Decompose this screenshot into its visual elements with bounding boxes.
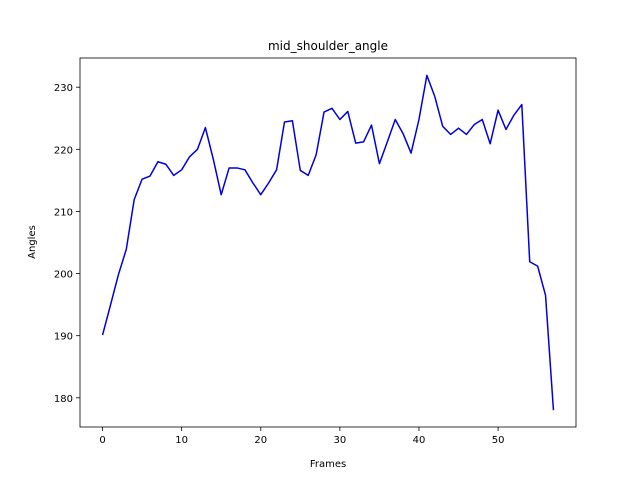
- x-tick-label: 10: [175, 435, 188, 446]
- x-tick-label: 40: [413, 435, 426, 446]
- y-tick-label: 180: [54, 394, 73, 405]
- y-tick-label: 210: [54, 207, 73, 218]
- x-axis-label: Frames: [310, 459, 346, 470]
- x-axis: 0 10 20 30 40 50: [99, 427, 504, 446]
- y-tick-label: 230: [54, 83, 73, 94]
- y-tick-label: 190: [54, 332, 73, 343]
- y-axis: 180 190 200 210 220 230: [54, 83, 80, 405]
- x-tick-label: 20: [254, 435, 267, 446]
- x-tick-label: 30: [333, 435, 346, 446]
- y-tick-label: 200: [54, 270, 73, 281]
- y-axis-label: Angles: [27, 225, 38, 259]
- y-tick-label: 220: [54, 145, 73, 156]
- series-line-0: [101, 74, 555, 411]
- plot-area: [101, 74, 555, 411]
- x-tick-label: 50: [492, 435, 505, 446]
- chart-title: mid_shoulder_angle: [268, 39, 388, 53]
- plot-frame: [79, 57, 577, 428]
- x-tick-label: 0: [99, 435, 105, 446]
